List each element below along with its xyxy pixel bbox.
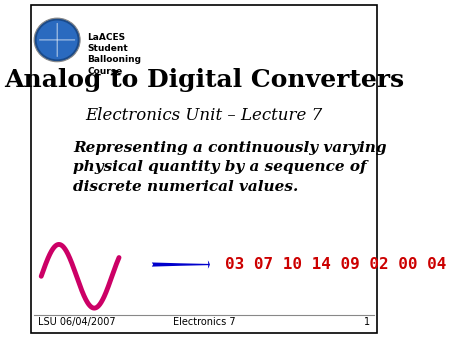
Text: Representing a continuously varying
physical quantity by a sequence of
discrete : Representing a continuously varying phys… [73, 141, 387, 194]
Text: Electronics Unit – Lecture 7: Electronics Unit – Lecture 7 [85, 107, 323, 124]
Text: 1: 1 [364, 317, 370, 327]
Text: LSU 06/04/2007: LSU 06/04/2007 [38, 317, 115, 327]
Text: Analog to Digital Converters: Analog to Digital Converters [4, 68, 404, 92]
Circle shape [36, 21, 78, 59]
Text: 03 07 10 14 09 02 00 04: 03 07 10 14 09 02 00 04 [225, 257, 446, 272]
Circle shape [34, 18, 80, 62]
Text: Electronics 7: Electronics 7 [172, 317, 235, 327]
Text: LaACES
Student
Ballooning
Course: LaACES Student Ballooning Course [87, 33, 141, 75]
